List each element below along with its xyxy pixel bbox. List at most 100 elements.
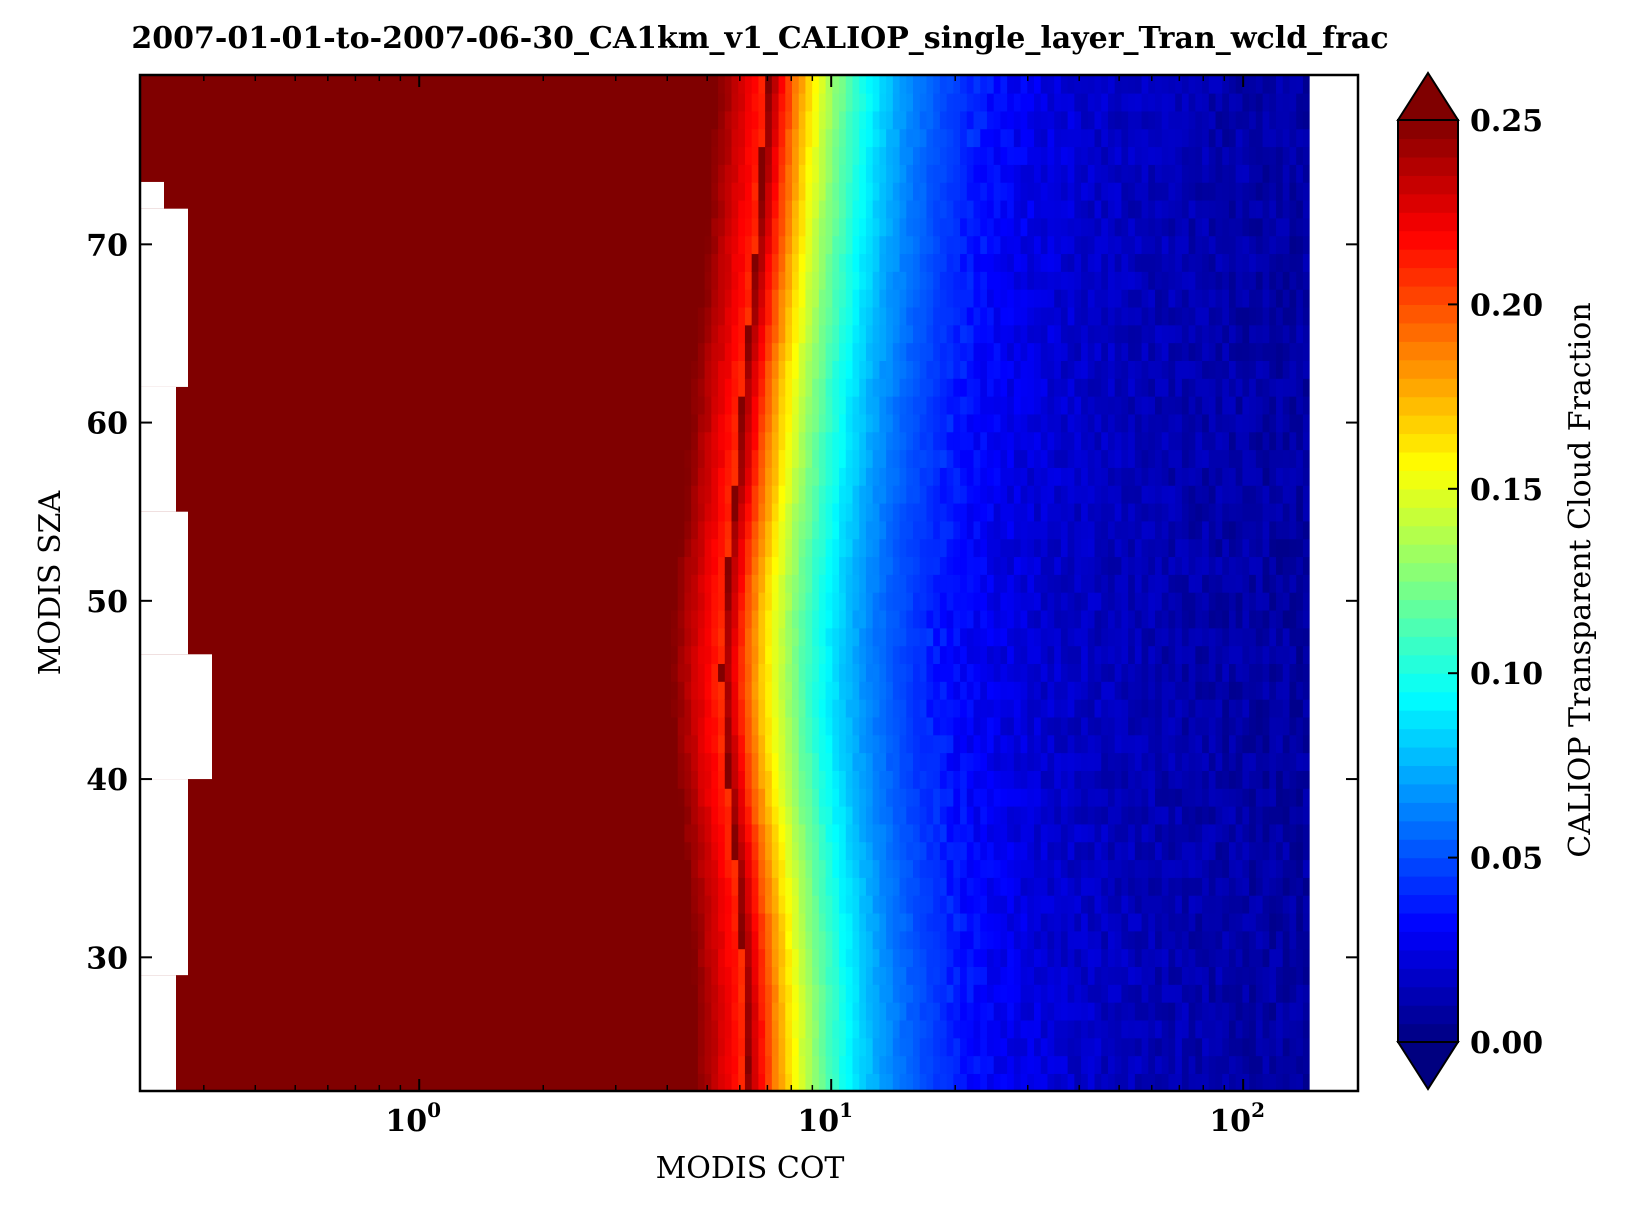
heatmap-cell — [825, 484, 834, 504]
heatmap-cell — [718, 698, 726, 718]
heatmap-cell — [805, 966, 813, 985]
heatmap-cell — [738, 948, 746, 968]
heatmap-cell — [590, 253, 598, 272]
heatmap-cell — [697, 574, 706, 593]
heatmap-cell — [543, 645, 551, 665]
heatmap-cell — [960, 966, 968, 985]
heatmap-cell — [731, 271, 740, 290]
heatmap-cell — [805, 146, 813, 165]
heatmap-cell — [630, 413, 639, 433]
heatmap-cell — [1060, 235, 1069, 255]
heatmap-cell — [516, 253, 524, 272]
heatmap-cell — [623, 912, 632, 932]
heatmap-cell — [771, 1055, 780, 1074]
heatmap-cell — [671, 146, 679, 165]
heatmap-cell — [536, 912, 545, 932]
heatmap-cell — [986, 663, 995, 682]
heatmap-cell — [610, 181, 619, 201]
heatmap-cell — [926, 1073, 934, 1091]
heatmap-cell — [919, 538, 928, 558]
heatmap-cell — [550, 520, 558, 540]
heatmap-cell — [1081, 681, 1089, 700]
heatmap-cell — [1034, 75, 1042, 94]
heatmap-cell — [960, 1001, 968, 1021]
heatmap-cell — [516, 627, 524, 647]
heatmap-cell — [550, 235, 558, 255]
heatmap-cell — [892, 484, 901, 504]
heatmap-cell — [792, 467, 800, 486]
heatmap-cell — [744, 859, 753, 878]
heatmap-cell — [939, 199, 948, 219]
heatmap-cell — [704, 912, 713, 932]
heatmap-cell — [1034, 1073, 1042, 1091]
heatmap-cell — [590, 342, 598, 361]
heatmap-cell — [872, 948, 881, 968]
heatmap-cell — [953, 966, 961, 985]
heatmap-cell — [704, 1001, 713, 1021]
heatmap-cell — [825, 288, 834, 308]
heatmap-cell — [973, 271, 982, 290]
heatmap-cell — [617, 859, 625, 878]
heatmap-cell — [865, 912, 874, 932]
heatmap-cell — [650, 110, 659, 130]
heatmap-cell — [1067, 75, 1076, 94]
heatmap-cell — [751, 681, 760, 700]
heatmap-cell — [751, 199, 760, 219]
heatmap-cell — [872, 752, 881, 771]
heatmap-cell — [966, 716, 975, 736]
heatmap-cell — [603, 698, 612, 718]
heatmap-cell — [691, 716, 699, 736]
heatmap-cell — [1007, 681, 1015, 700]
heatmap-cell — [597, 467, 605, 486]
heatmap-cell — [583, 378, 592, 397]
heatmap-cell — [865, 324, 874, 344]
heatmap-cell — [664, 146, 672, 165]
heatmap-cell — [913, 128, 921, 148]
heatmap-cell — [630, 520, 639, 540]
heatmap-cell — [973, 146, 982, 165]
heatmap-cell — [590, 1019, 598, 1039]
heatmap-cell — [1060, 966, 1069, 985]
heatmap-cell — [744, 378, 753, 397]
heatmap-cell — [1013, 92, 1022, 112]
heatmap-cell — [1007, 288, 1015, 308]
heatmap-cell — [623, 556, 632, 575]
heatmap-cell — [1020, 1055, 1029, 1074]
heatmap-cell — [1060, 484, 1069, 504]
heatmap-cell — [1074, 787, 1082, 807]
heatmap-cell — [576, 966, 585, 985]
heatmap-cell — [738, 859, 746, 878]
heatmap-cell — [718, 199, 726, 219]
heatmap-cell — [892, 894, 901, 914]
heatmap-cell — [657, 984, 666, 1003]
heatmap-cell — [1087, 681, 1096, 700]
heatmap-cell — [738, 484, 746, 504]
heatmap-cell — [1027, 645, 1035, 665]
heatmap-cell — [778, 538, 787, 558]
heatmap-cell — [630, 930, 639, 950]
heatmap-cell — [879, 235, 887, 255]
heatmap-cell — [1020, 75, 1029, 94]
heatmap-cell — [933, 877, 941, 896]
heatmap-cell — [805, 413, 813, 433]
heatmap-cell — [879, 110, 887, 130]
heatmap-cell — [818, 859, 827, 878]
heatmap-cell — [691, 110, 699, 130]
heatmap-cell — [664, 271, 672, 290]
heatmap-cell — [718, 1073, 726, 1091]
heatmap-cell — [879, 520, 887, 540]
heatmap-cell — [765, 645, 773, 665]
heatmap-cell — [771, 1001, 780, 1021]
heatmap-cell — [913, 734, 921, 754]
heatmap-cell — [785, 181, 793, 201]
heatmap-cell — [825, 770, 834, 789]
heatmap-cell — [1013, 1019, 1022, 1039]
heatmap-cell — [892, 805, 901, 825]
heatmap-cell — [993, 253, 1002, 272]
heatmap-cell — [778, 841, 787, 861]
heatmap-cell — [886, 146, 894, 165]
heatmap-cell — [536, 1001, 545, 1021]
heatmap-cell — [657, 1019, 666, 1039]
heatmap-cell — [1067, 984, 1076, 1003]
heatmap-cell — [939, 698, 948, 718]
